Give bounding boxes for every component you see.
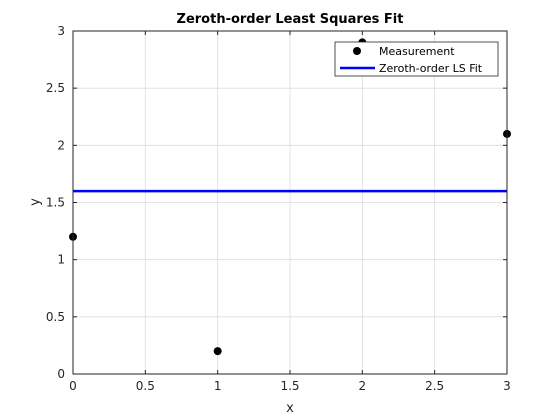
y-tick-label: 0 <box>57 367 65 381</box>
x-axis-label: x <box>286 401 294 416</box>
x-tick-label: 3 <box>503 379 511 393</box>
legend-box <box>334 41 499 77</box>
x-tick-label: 0 <box>69 379 77 393</box>
y-tick-label: 1 <box>57 253 65 267</box>
legend-label-measurement: Measurement <box>379 45 455 58</box>
y-tick-label: 2.5 <box>46 81 65 95</box>
x-tick-label: 2.5 <box>425 379 444 393</box>
legend: Measurement Zeroth-order LS Fit <box>334 41 499 77</box>
measurement-point <box>213 347 222 356</box>
x-tick-label: 1.5 <box>280 379 299 393</box>
y-tick-label: 0.5 <box>46 310 65 324</box>
y-tick-label: 1.5 <box>46 196 65 210</box>
axis-ticks: 0 0.5 1 1.5 2 2.5 3 0 0.5 1 1.5 2 2.5 3 <box>46 24 511 393</box>
y-tick-label: 3 <box>57 24 65 38</box>
y-tick-label: 2 <box>57 138 65 152</box>
chart-title: Zeroth-order Least Squares Fit <box>177 12 404 27</box>
legend-label-fit: Zeroth-order LS Fit <box>379 62 483 75</box>
legend-marker-measurement <box>353 47 361 55</box>
x-tick-label: 0.5 <box>136 379 155 393</box>
y-axis-label: y <box>28 198 43 206</box>
x-tick-label: 2 <box>359 379 367 393</box>
x-tick-label: 1 <box>214 379 222 393</box>
